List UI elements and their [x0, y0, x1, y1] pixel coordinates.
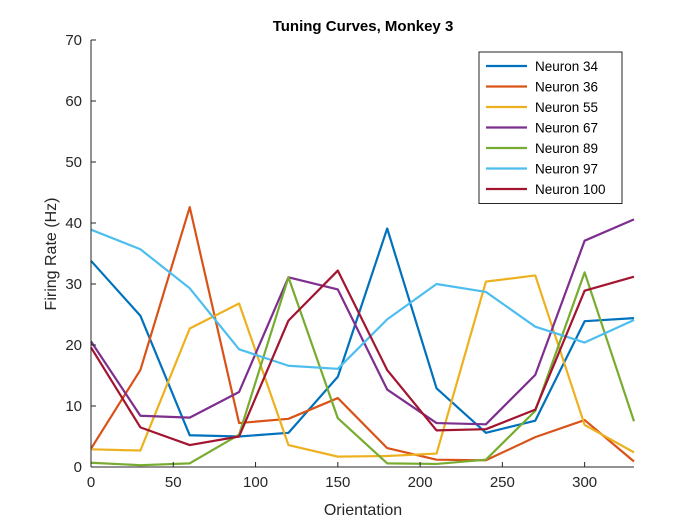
x-tick-label: 50 [165, 474, 182, 491]
x-tick-label: 300 [572, 474, 597, 491]
x-tick-label: 150 [325, 474, 350, 491]
y-axis: 0 10 20 30 40 50 60 70 [65, 32, 96, 476]
series-lines [90, 206, 636, 467]
x-axis: 0 50 100 150 200 250 300 [87, 462, 634, 491]
y-tick-label: 50 [65, 154, 82, 171]
legend-label: Neuron 36 [535, 80, 598, 95]
series-line-3 [90, 274, 635, 458]
legend: Neuron 34 Neuron 36 Neuron 55 Neuron 67 Neur… [478, 51, 623, 204]
series-line-2 [90, 206, 635, 463]
series-line-6 [90, 228, 635, 370]
y-tick-label: 20 [65, 337, 82, 354]
y-axis-label: Firing Rate (Hz) [43, 198, 60, 311]
y-tick-label: 60 [65, 93, 82, 110]
x-tick-label: 200 [408, 474, 433, 491]
x-tick-label: 250 [490, 474, 515, 491]
y-tick-label: 40 [65, 215, 82, 232]
legend-label: Neuron 97 [535, 162, 598, 177]
y-tick-label: 0 [74, 459, 82, 476]
series-line-1 [90, 227, 635, 438]
chart-title: Tuning Curves, Monkey 3 [273, 18, 454, 35]
x-tick-label: 100 [243, 474, 268, 491]
y-tick-label: 30 [65, 276, 82, 293]
legend-label: Neuron 55 [535, 100, 598, 115]
legend-label: Neuron 67 [535, 121, 598, 136]
series-line-4 [90, 218, 635, 426]
y-tick-label: 10 [65, 398, 82, 415]
y-tick-label: 70 [65, 32, 82, 49]
x-axis-label: Orientation [324, 502, 402, 519]
legend-label: Neuron 100 [535, 182, 606, 197]
series-line-7 [90, 269, 635, 447]
legend-label: Neuron 89 [535, 141, 598, 156]
x-tick-label: 0 [87, 474, 95, 491]
legend-label: Neuron 34 [535, 59, 599, 74]
